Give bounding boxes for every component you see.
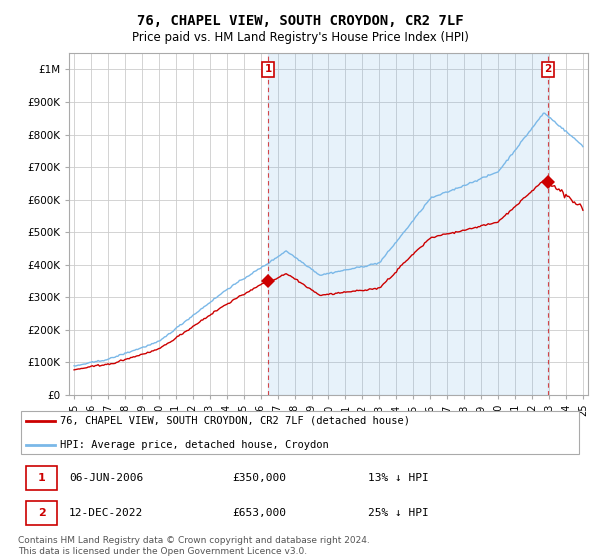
Text: Price paid vs. HM Land Registry's House Price Index (HPI): Price paid vs. HM Land Registry's House …	[131, 31, 469, 44]
Bar	[268, 53, 548, 395]
Text: 12-DEC-2022: 12-DEC-2022	[69, 508, 143, 518]
Text: 06-JUN-2006: 06-JUN-2006	[69, 473, 143, 483]
Text: £350,000: £350,000	[232, 473, 286, 483]
Text: 2: 2	[38, 508, 46, 518]
Text: 13% ↓ HPI: 13% ↓ HPI	[368, 473, 428, 483]
Text: £653,000: £653,000	[232, 508, 286, 518]
Text: 1: 1	[38, 473, 46, 483]
FancyBboxPatch shape	[26, 501, 58, 525]
Text: 2: 2	[545, 64, 552, 74]
Text: HPI: Average price, detached house, Croydon: HPI: Average price, detached house, Croy…	[60, 440, 329, 450]
Text: Contains HM Land Registry data © Crown copyright and database right 2024.
This d: Contains HM Land Registry data © Crown c…	[18, 536, 370, 556]
Text: 25% ↓ HPI: 25% ↓ HPI	[368, 508, 428, 518]
Text: 1: 1	[265, 64, 272, 74]
FancyBboxPatch shape	[21, 411, 579, 454]
FancyBboxPatch shape	[26, 466, 58, 491]
Text: 76, CHAPEL VIEW, SOUTH CROYDON, CR2 7LF: 76, CHAPEL VIEW, SOUTH CROYDON, CR2 7LF	[137, 14, 463, 28]
Text: 76, CHAPEL VIEW, SOUTH CROYDON, CR2 7LF (detached house): 76, CHAPEL VIEW, SOUTH CROYDON, CR2 7LF …	[60, 416, 410, 426]
